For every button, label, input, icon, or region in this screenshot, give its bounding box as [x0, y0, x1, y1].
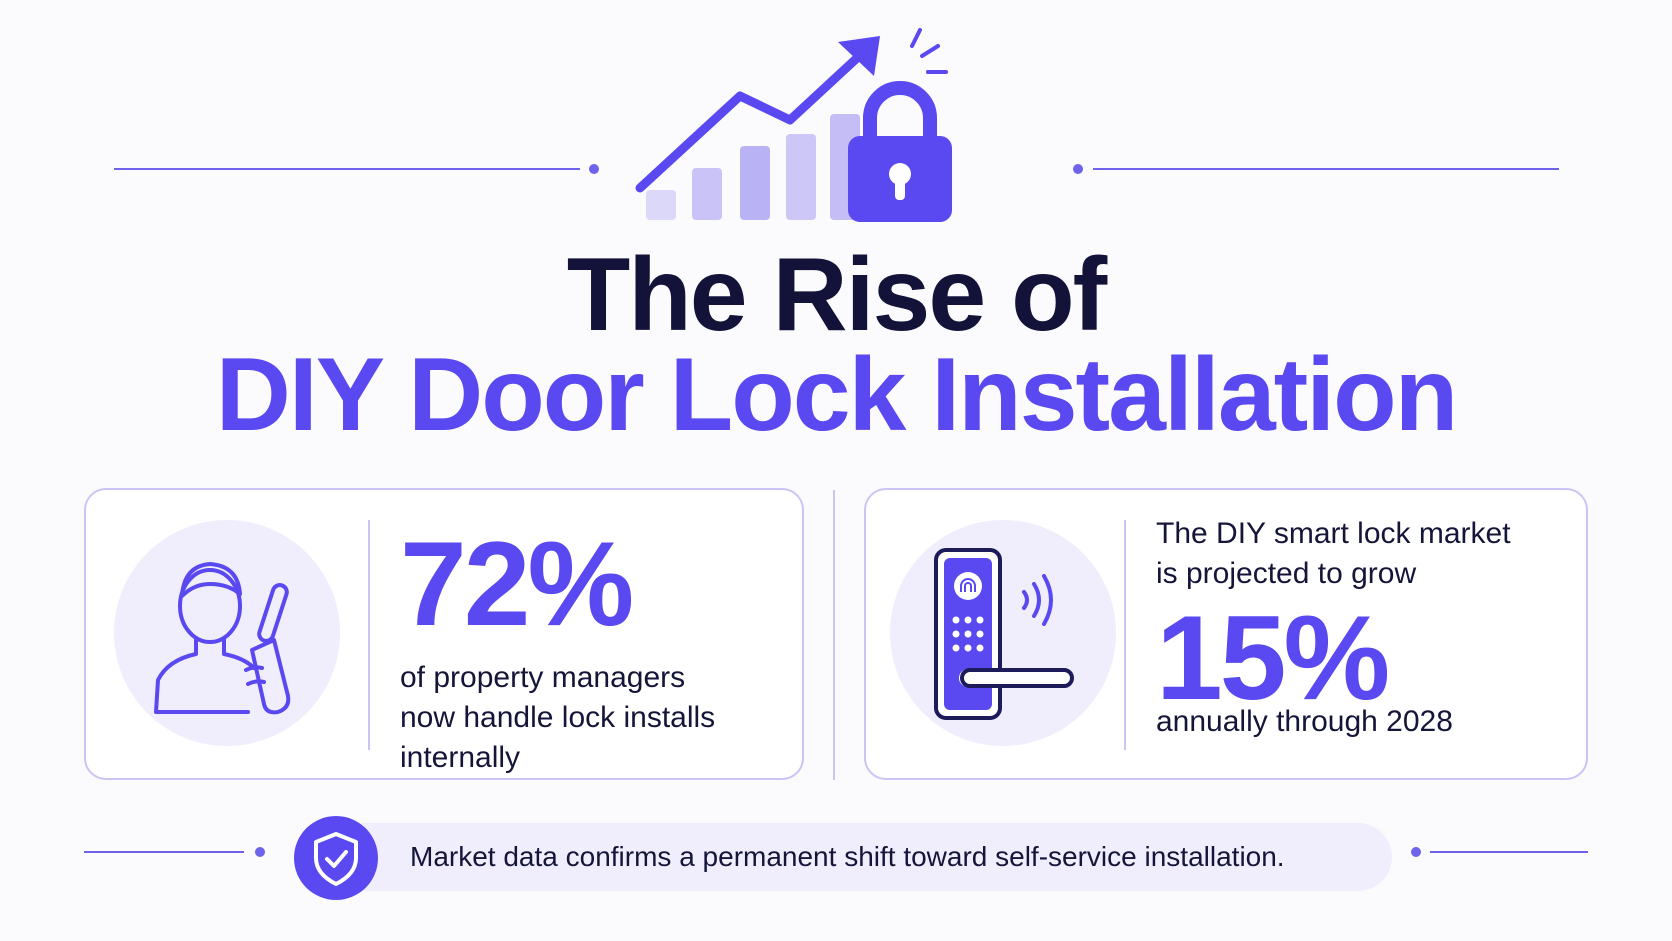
- title-line-2: DIY Door Lock Installation: [215, 337, 1458, 453]
- growth-lock-illustration: [635, 28, 952, 222]
- desc-line: now handle lock installs: [400, 701, 716, 734]
- footer-text: Market data confirms a permanent shift t…: [410, 841, 1285, 872]
- footer-divider-right: [1430, 851, 1588, 853]
- stat-outro-right: annually through 2028: [1156, 705, 1453, 738]
- intro-line: The DIY smart lock market: [1156, 517, 1511, 550]
- card-separator: [1124, 520, 1126, 750]
- stat-card-left: 72% of property managers now handle lock…: [84, 488, 804, 780]
- bar-chart-icon: [646, 114, 860, 220]
- card-separator: [368, 520, 370, 750]
- trend-arrow-icon: [635, 41, 875, 193]
- shield-badge: [294, 816, 378, 900]
- stat-value-72: 72%: [400, 517, 634, 651]
- sparkle-icon: [910, 28, 948, 74]
- shield-check-icon: [314, 832, 358, 886]
- intro-line: is projected to grow: [1156, 557, 1417, 590]
- person-with-screwdriver-icon: [154, 562, 291, 715]
- stat-value-15: 15%: [1156, 591, 1390, 725]
- header-divider-left: [114, 168, 580, 170]
- footer-banner: [330, 823, 1392, 891]
- icon-circle: [114, 520, 340, 746]
- icon-circle: [890, 520, 1116, 746]
- header-divider-left-dot: [589, 164, 599, 174]
- stat-card-right: The DIY smart lock market is projected t…: [864, 488, 1588, 780]
- cards-divider: [833, 490, 835, 780]
- desc-line: of property managers: [400, 661, 686, 694]
- title-line-1: The Rise of: [566, 237, 1108, 353]
- wireless-signal-icon: [1022, 574, 1053, 626]
- footer-divider-right-dot: [1411, 847, 1421, 857]
- footer-divider-left: [84, 851, 244, 853]
- padlock-icon: [848, 81, 952, 222]
- footer-divider-left-dot: [255, 847, 265, 857]
- desc-line: internally: [400, 741, 521, 774]
- header-divider-right-dot: [1073, 164, 1083, 174]
- stat-description-left: of property managers now handle lock ins…: [400, 658, 715, 778]
- header-divider-right: [1093, 168, 1559, 170]
- stat-intro-right: The DIY smart lock market is projected t…: [1156, 514, 1511, 594]
- smart-lock-icon: [934, 548, 1074, 720]
